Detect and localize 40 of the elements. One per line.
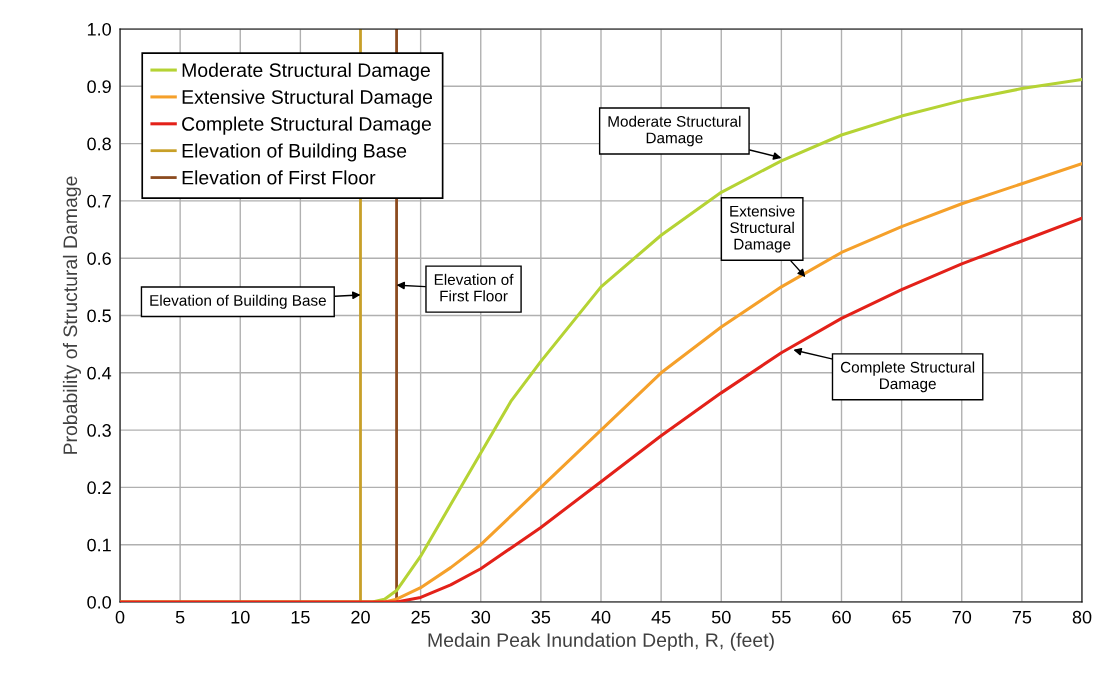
- x-tick-label: 70: [952, 610, 972, 624]
- x-tick-label: 45: [651, 611, 671, 624]
- legend-label: Extensive Structural Damage: [182, 89, 433, 108]
- ref-line-label: Elevation of Building Base: [182, 143, 407, 162]
- x-tick-label: 65: [892, 610, 911, 624]
- y-tick-label: 0.6: [87, 252, 111, 265]
- y-tick-label: 0.0: [87, 595, 111, 609]
- y-tick-label: 0.1: [87, 538, 111, 552]
- y-tick-label: 0.5: [87, 309, 111, 323]
- x-tick-label: 30: [471, 610, 491, 624]
- x-tick-label: 25: [411, 610, 430, 624]
- y-tick-label: 1.0: [87, 22, 111, 36]
- x-tick-label: 75: [1012, 611, 1032, 624]
- x-tick-label: 5: [175, 611, 185, 624]
- y-tick-label: 0.3: [87, 424, 111, 437]
- x-tick-label: 40: [591, 610, 611, 624]
- legend-label: Complete Structural Damage: [182, 116, 431, 135]
- annotation: Elevation of First Floor: [434, 273, 514, 302]
- x-tick-label: 35: [531, 610, 551, 624]
- x-tick-label: 60: [832, 610, 851, 624]
- x-tick-label: 20: [351, 610, 370, 624]
- ref-line-label: Elevation of First Floor: [182, 170, 376, 185]
- annotation: Complete Structural Damage: [840, 361, 975, 393]
- y-tick-label: 0.4: [87, 366, 112, 380]
- legend-label: Moderate Structural Damage: [182, 62, 430, 81]
- annotation: Extensive Structural Damage: [730, 205, 795, 253]
- x-tick-label: 10: [231, 610, 250, 624]
- annotation: Elevation of Building Base: [150, 294, 326, 309]
- y-tick-label: 0.7: [87, 194, 111, 208]
- x-tick-label: 80: [1072, 610, 1092, 624]
- x-tick-label: 0: [115, 610, 125, 624]
- y-tick-label: 0.8: [87, 137, 111, 151]
- x-tick-label: 15: [291, 611, 310, 624]
- y-tick-label: 0.2: [87, 481, 111, 495]
- y-tick-label: 0.9: [87, 80, 111, 94]
- x-tick-label: 55: [772, 611, 791, 624]
- x-axis-title: Medain Peak Inundation Depth, R, (feet): [428, 632, 774, 651]
- y-axis-title: Probability of Structural Damage: [62, 176, 82, 454]
- annotation: Moderate Structural Damage: [608, 115, 741, 147]
- x-tick-label: 50: [711, 610, 731, 624]
